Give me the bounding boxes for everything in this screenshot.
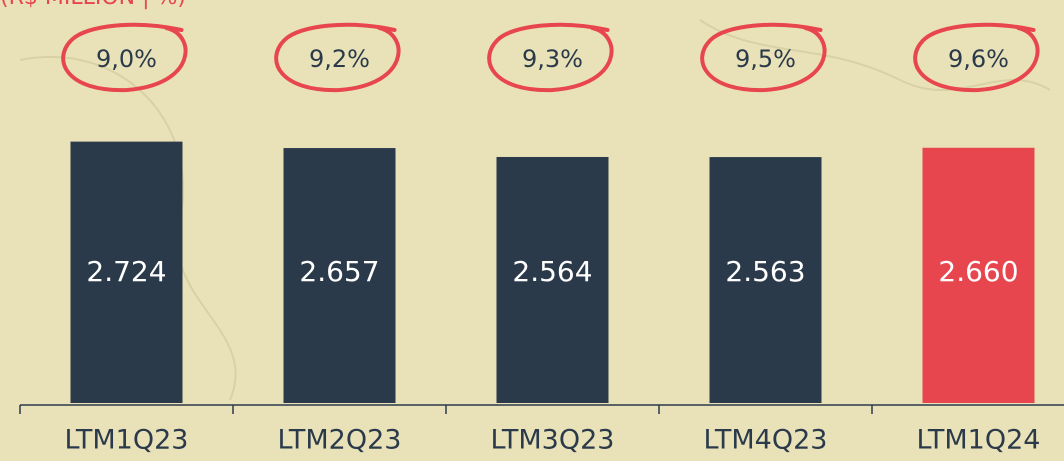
value-label: 2.657	[299, 255, 379, 288]
margin-label: 9,2%	[309, 45, 370, 73]
value-label: 2.563	[725, 255, 805, 288]
bar	[70, 141, 183, 403]
bar	[709, 157, 822, 403]
margin-label: 9,6%	[948, 45, 1009, 73]
subtitle: (R$ MILLION | %)	[0, 0, 186, 10]
x-tick-label: LTM1Q24	[917, 425, 1041, 456]
x-tick-label: LTM1Q23	[65, 425, 189, 456]
margin-label: 9,5%	[735, 45, 796, 73]
margin-circle	[274, 22, 401, 93]
x-tick-label: LTM4Q23	[704, 425, 828, 456]
value-label: 2.564	[512, 255, 592, 288]
margin-circle	[700, 22, 827, 93]
x-tick-label: LTM2Q23	[278, 425, 402, 456]
margin-circle	[913, 22, 1040, 93]
value-label: 2.724	[86, 255, 166, 288]
margin-label: 9,3%	[522, 45, 583, 73]
value-label: 2.660	[938, 255, 1018, 288]
bar	[283, 148, 396, 403]
bar	[496, 156, 609, 403]
x-tick-label: LTM3Q23	[491, 425, 615, 456]
bar	[922, 147, 1035, 403]
margin-label: 9,0%	[96, 45, 157, 73]
margin-circle	[487, 22, 614, 93]
margin-circle	[61, 22, 188, 93]
